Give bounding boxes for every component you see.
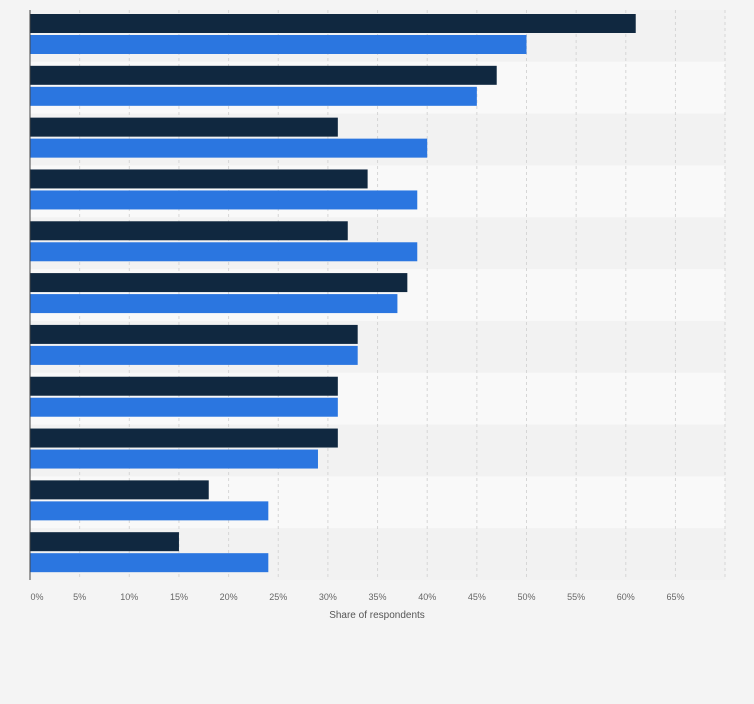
bar-series1-row1: [30, 14, 636, 33]
bar-series2-row6: [30, 294, 398, 314]
x-tick-label: 40%: [418, 592, 436, 602]
bar-series2-row4: [30, 190, 418, 210]
x-tick-label: 45%: [468, 592, 486, 602]
x-tick-label: 30%: [319, 592, 337, 602]
bar-series1-row3: [30, 117, 338, 137]
bar-series2-row3: [30, 138, 428, 158]
bar-series1-row7: [30, 324, 358, 344]
bar-series1-row11: [30, 532, 179, 552]
bars: [30, 14, 636, 573]
bar-series2-row7: [30, 345, 358, 365]
x-tick-label: 35%: [369, 592, 387, 602]
x-tick-label: 20%: [220, 592, 238, 602]
bar-series1-row8: [30, 376, 338, 396]
x-tick-label: 65%: [666, 592, 684, 602]
bar-series2-row2: [30, 86, 477, 106]
x-tick-label: 5%: [73, 592, 86, 602]
x-tick-label: 55%: [567, 592, 585, 602]
bar-series1-row5: [30, 221, 348, 241]
bar-series2-row10: [30, 501, 269, 521]
bar-series1-row2: [30, 65, 497, 85]
bar-series2-row11: [30, 553, 269, 573]
x-tick-label: 60%: [617, 592, 635, 602]
bar-series2-row9: [30, 449, 318, 469]
bar-series1-row6: [30, 273, 408, 293]
bar-series2-row1: [30, 35, 527, 54]
bar-series1-row10: [30, 480, 209, 500]
x-tick-labels: 0% 5% 10% 15% 20% 25% 30% 35% 40% 45% 50% 55% 60% 65%: [30, 592, 684, 602]
x-tick-label: 50%: [517, 592, 535, 602]
x-axis-label: Share of respondents: [329, 610, 425, 621]
x-tick-label: 10%: [120, 592, 138, 602]
bar-series2-row5: [30, 242, 418, 262]
bar-series1-row9: [30, 428, 338, 448]
x-tick-label: 15%: [170, 592, 188, 602]
x-tick-label: 0%: [30, 592, 43, 602]
x-tick-label: 25%: [269, 592, 287, 602]
bar-series1-row4: [30, 169, 368, 189]
bar-series2-row8: [30, 397, 338, 417]
